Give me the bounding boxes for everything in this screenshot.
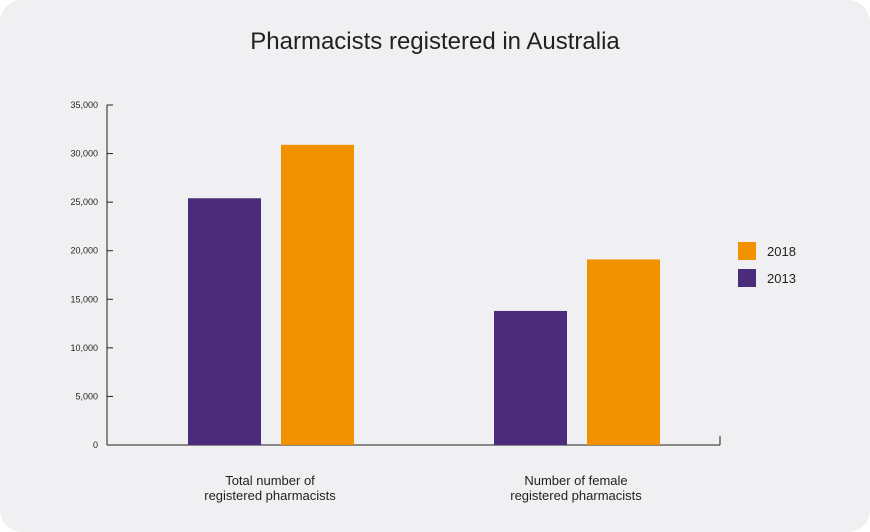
y-tick-label: 5,000: [75, 391, 98, 401]
category-label: Number of female: [524, 473, 627, 488]
legend-label-2013: 2013: [767, 271, 796, 286]
y-tick-label: 0: [93, 440, 98, 450]
y-tick-label: 25,000: [70, 197, 98, 207]
y-tick-label: 10,000: [70, 343, 98, 353]
legend-swatch-2018: [738, 242, 756, 260]
bar-2018: [281, 144, 354, 446]
y-tick-label: 35,000: [70, 100, 98, 110]
legend-label-2018: 2018: [767, 244, 796, 259]
category-label: registered pharmacists: [204, 488, 336, 503]
y-tick-label: 30,000: [70, 149, 98, 159]
bar-2013: [188, 198, 261, 445]
bar-2018: [587, 259, 660, 445]
bar-2013: [494, 310, 567, 445]
category-label: registered pharmacists: [510, 488, 642, 503]
y-tick-label: 20,000: [70, 246, 98, 256]
chart-title: Pharmacists registered in Australia: [250, 28, 620, 55]
category-label: Total number of: [225, 473, 315, 488]
legend-swatch-2013: [738, 269, 756, 287]
y-tick-label: 15,000: [70, 294, 98, 304]
